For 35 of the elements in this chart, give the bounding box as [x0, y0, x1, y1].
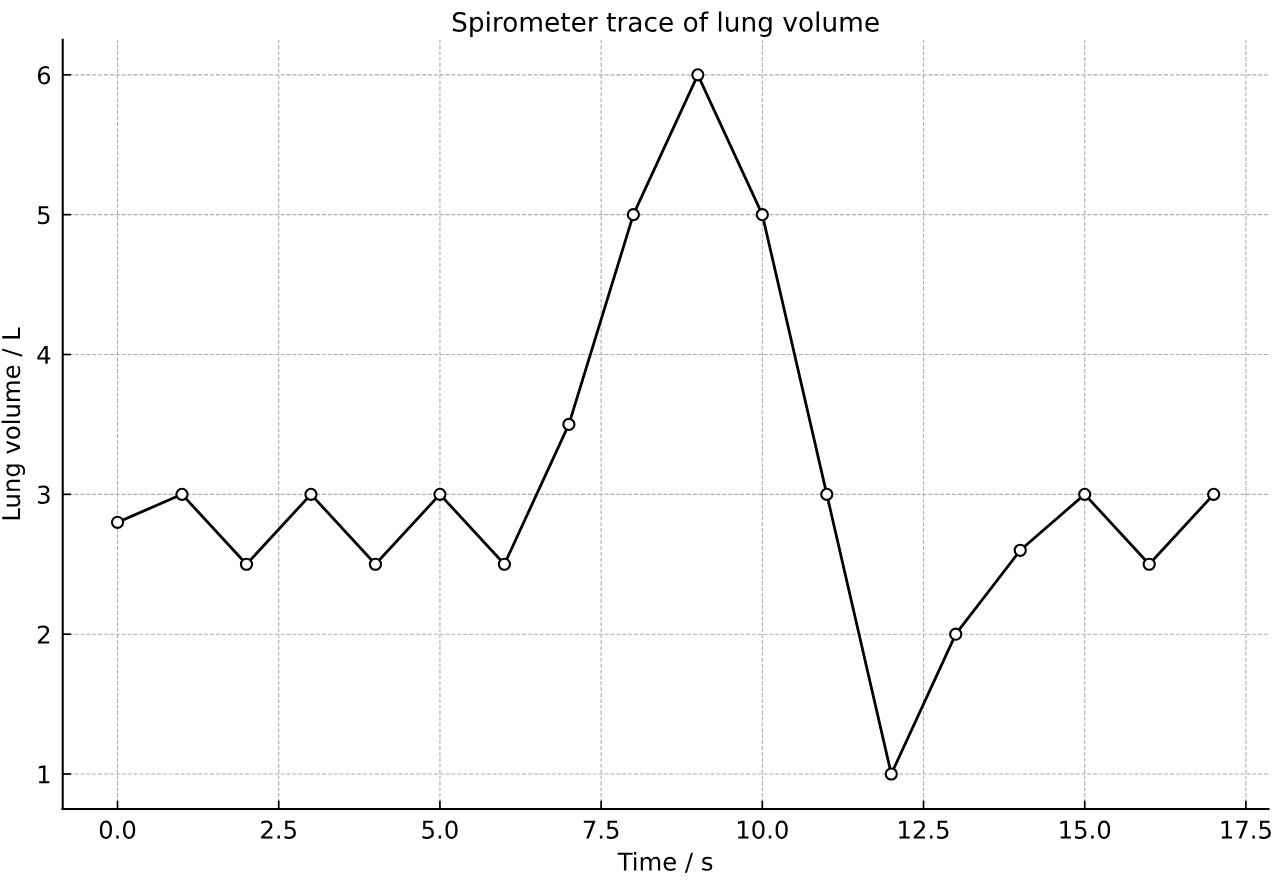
- point: [1142, 557, 1156, 571]
- point: [239, 557, 254, 571]
- y-axis-title: Lung volume / L: [1, 327, 26, 520]
- point: [304, 487, 318, 501]
- point: [949, 627, 963, 641]
- point: [175, 487, 189, 501]
- x-tick-label: 2.5: [261, 820, 296, 839]
- point: [755, 208, 769, 222]
- point: [562, 417, 576, 432]
- point: [820, 487, 834, 501]
- x-tick-label: 5.0: [422, 820, 458, 839]
- x-tick-label: 15.0: [1060, 820, 1111, 839]
- y-tick-label: 5: [38, 206, 50, 225]
- point: [1207, 487, 1221, 501]
- point: [1013, 543, 1027, 557]
- point: [110, 515, 125, 529]
- y-tick-label: 4: [37, 346, 51, 364]
- y-tick-label: 1: [38, 765, 50, 784]
- x-axis-title: Time / s: [617, 851, 713, 873]
- x-tick-label: 17.5: [1221, 820, 1271, 839]
- y-tick-label: 3: [38, 485, 50, 504]
- x-tick-label: 10.0: [737, 820, 788, 839]
- point: [497, 557, 511, 571]
- x-tick-label: 0.0: [99, 820, 136, 839]
- y-tick-label: 2: [37, 625, 50, 644]
- chart-title: Spirometer trace of lung volume: [452, 11, 879, 38]
- point: [691, 68, 705, 82]
- point: [368, 557, 383, 571]
- x-tick-label: 7.5: [583, 820, 619, 839]
- x-tick-label: 12.5: [899, 820, 949, 839]
- point: [626, 208, 640, 222]
- point: [1078, 487, 1092, 501]
- y-tick-label: 6: [37, 66, 51, 85]
- point: [884, 767, 898, 781]
- point: [433, 487, 447, 501]
